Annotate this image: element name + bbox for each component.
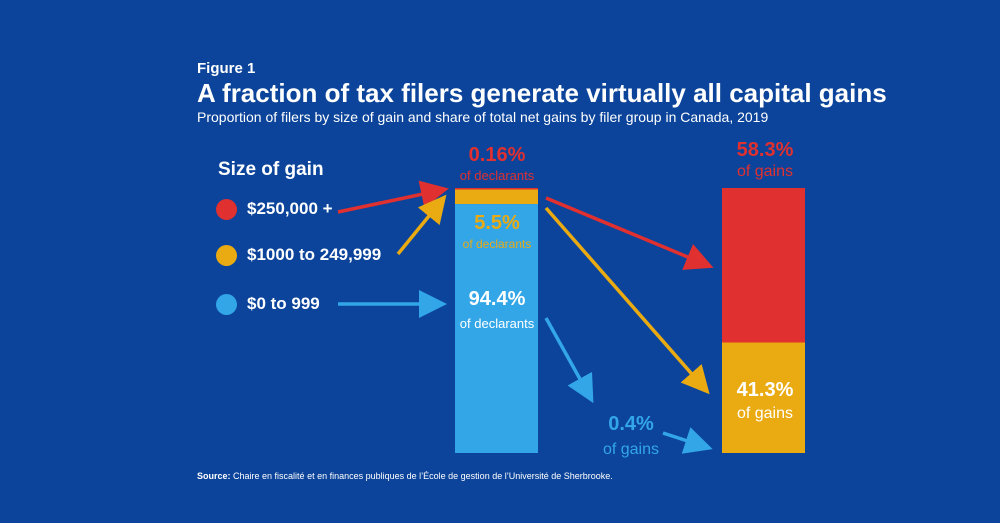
label-yellow-declarants-unit: of declarants — [463, 237, 532, 251]
declarants-bar-red-segment — [455, 188, 538, 190]
label-red-declarants-pct: 0.16% — [469, 144, 526, 166]
label-red-gains-unit: of gains — [737, 163, 793, 180]
arrow-yellow-to-gains — [544, 206, 710, 395]
legend-title: Size of gain — [218, 159, 324, 180]
label-blue-gains-pct: 0.4% — [608, 413, 654, 435]
arrow-red-to-gains — [545, 196, 714, 270]
gains-bar-red-segment — [722, 188, 805, 343]
label-blue-declarants-pct: 94.4% — [469, 288, 526, 310]
source-label: Source: — [197, 471, 231, 481]
label-blue-gains-unit: of gains — [603, 441, 659, 458]
source-note: Source: Chaire en fiscalité et en financ… — [197, 471, 613, 481]
gains-bar-yellow-segment — [722, 342, 805, 453]
legend-label-250000-plus: $250,000 + — [247, 199, 333, 218]
label-red-declarants-unit: of declarants — [460, 168, 535, 183]
figure-label: Figure 1 — [197, 60, 256, 77]
declarants-bar-yellow-segment — [455, 189, 538, 205]
label-yellow-gains-unit: of gains — [737, 405, 793, 422]
legend-dot-red — [216, 199, 237, 220]
arrow-blue-to-small-label — [544, 317, 594, 404]
chart-title: A fraction of tax filers generate virtua… — [197, 78, 887, 108]
legend-dot-blue — [216, 294, 237, 315]
arrow-blue-small-label-to-gains — [662, 427, 713, 454]
legend-dot-yellow — [216, 245, 237, 266]
label-yellow-gains-pct: 41.3% — [737, 379, 794, 401]
declarants-bar-blue-segment — [455, 204, 538, 453]
arrow-red-legend-to-declarants — [337, 180, 449, 214]
chart-subtitle: Proportion of filers by size of gain and… — [197, 109, 769, 125]
legend-label-0-to-999: $0 to 999 — [247, 294, 320, 313]
source-text: Chaire en fiscalité et en finances publi… — [233, 471, 613, 481]
label-yellow-declarants-pct: 5.5% — [474, 212, 520, 234]
legend-label-1000-to-249999: $1000 to 249,999 — [247, 245, 382, 264]
label-blue-declarants-unit: of declarants — [460, 316, 535, 331]
arrow-yellow-legend-to-declarants — [396, 194, 447, 256]
label-red-gains-pct: 58.3% — [737, 139, 794, 161]
